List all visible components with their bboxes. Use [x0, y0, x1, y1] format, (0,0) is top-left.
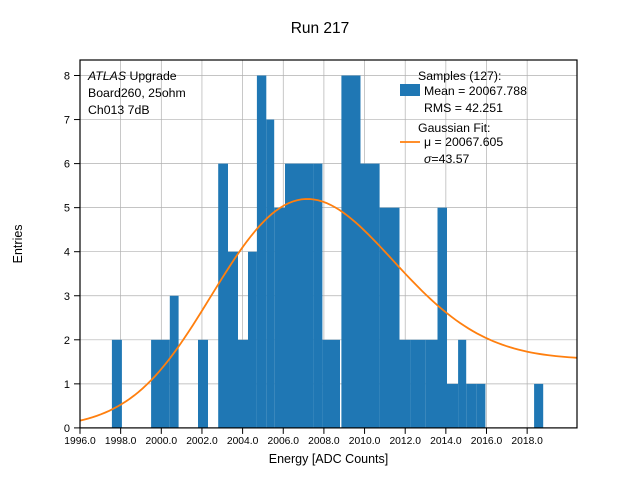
svg-text:μ = 20067.605: μ = 20067.605	[424, 135, 503, 149]
svg-text:1: 1	[64, 379, 70, 391]
svg-text:5: 5	[64, 203, 70, 215]
svg-text:2008.0: 2008.0	[308, 436, 340, 447]
svg-text:8: 8	[64, 71, 70, 83]
svg-text:Samples (127):: Samples (127):	[418, 69, 501, 83]
svg-text:Run 217: Run 217	[291, 20, 350, 37]
svg-text:Mean = 20067.788: Mean = 20067.788	[424, 84, 527, 98]
svg-text:2002.0: 2002.0	[186, 436, 218, 447]
svg-text:ATLAS Upgrade: ATLAS Upgrade	[87, 69, 177, 83]
svg-text:2014.0: 2014.0	[430, 436, 462, 447]
svg-text:7: 7	[64, 115, 70, 127]
svg-text:4: 4	[64, 247, 70, 259]
svg-text:1998.0: 1998.0	[105, 436, 137, 447]
svg-text:Entries: Entries	[11, 224, 25, 263]
svg-text:0: 0	[64, 423, 70, 435]
svg-text:RMS = 42.251: RMS = 42.251	[424, 101, 503, 115]
svg-text:2012.0: 2012.0	[389, 436, 421, 447]
svg-text:2018.0: 2018.0	[511, 436, 543, 447]
svg-text:Board260, 25ohm: Board260, 25ohm	[88, 86, 186, 100]
svg-text:σ=43.57: σ=43.57	[424, 152, 470, 166]
svg-text:6: 6	[64, 159, 70, 171]
svg-text:Ch013 7dB: Ch013 7dB	[88, 103, 150, 117]
svg-text:2: 2	[64, 335, 70, 347]
svg-text:2016.0: 2016.0	[471, 436, 503, 447]
svg-text:2006.0: 2006.0	[268, 436, 300, 447]
svg-text:2004.0: 2004.0	[227, 436, 259, 447]
svg-text:Gaussian Fit:: Gaussian Fit:	[418, 121, 490, 135]
svg-text:2010.0: 2010.0	[349, 436, 381, 447]
svg-text:3: 3	[64, 291, 70, 303]
svg-text:2000.0: 2000.0	[146, 436, 178, 447]
svg-text:Energy [ADC Counts]: Energy [ADC Counts]	[269, 452, 389, 466]
svg-text:1996.0: 1996.0	[64, 436, 96, 447]
